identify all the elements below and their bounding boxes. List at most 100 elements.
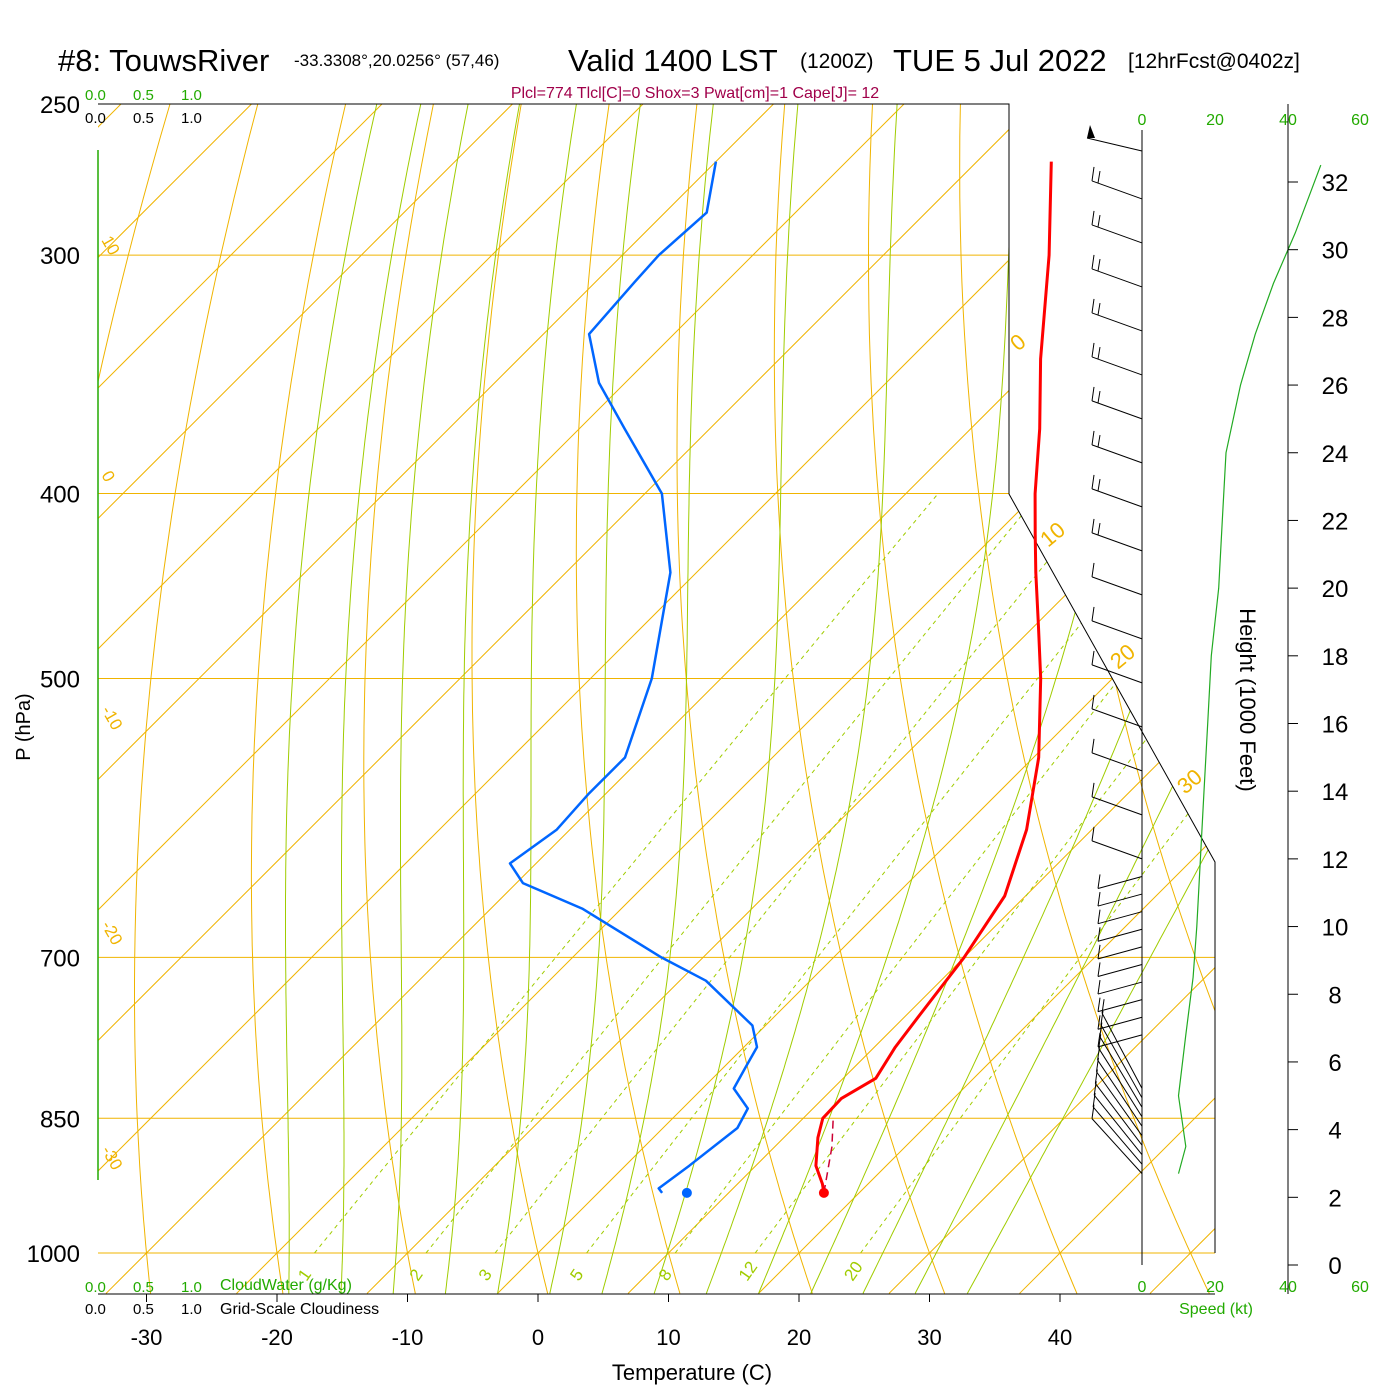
mixing-ratio-label: 3	[475, 1266, 496, 1285]
height-tick-label: 24	[1322, 441, 1349, 468]
dry-adiabat-label: -20	[98, 918, 127, 949]
dry-adiabat	[867, 104, 1078, 1294]
data-layer	[97, 103, 1216, 1295]
height-tick-label: 16	[1322, 712, 1349, 739]
cloud-bottom-black-0: 0.0	[85, 1301, 106, 1318]
wind-speed-bottom-20: 20	[1206, 1279, 1224, 1296]
dry-adiabat	[773, 104, 946, 1294]
height-tick-label: 8	[1328, 982, 1341, 1009]
x-tick-label: -10	[392, 1325, 424, 1350]
mixing-ratio-label: 12	[735, 1258, 761, 1284]
wind-barb	[1091, 518, 1143, 552]
height-tick-label: 28	[1322, 305, 1349, 332]
wind-speed-top-0: 0	[1138, 112, 1147, 129]
wind-barb	[1097, 979, 1143, 995]
forecast-label: [12hrFcst@0402z]	[1128, 50, 1300, 73]
wind-speed-top-60: 60	[1351, 112, 1369, 129]
wind-barb	[1091, 826, 1143, 860]
moist-adiabat	[914, 104, 1215, 1294]
isotherm	[1149, 104, 1215, 1294]
wind-layer	[1086, 125, 1322, 1265]
cloud-top-green-0: 0.0	[85, 87, 106, 104]
dry-adiabat	[134, 104, 268, 1294]
pressure-tick-label: 500	[40, 667, 80, 694]
series-parcel	[823, 1118, 834, 1194]
wind-speed-top-20: 20	[1206, 112, 1224, 129]
height-tick-label: 0	[1328, 1253, 1341, 1280]
isotherm	[98, 104, 417, 1294]
cloud-scale-top: 0.0 0.5 1.0 0.0 0.5 1.0	[85, 87, 202, 127]
dry-adiabat	[1047, 104, 1215, 1294]
pressure-tick-label: 400	[40, 482, 80, 509]
wind-barb	[1091, 430, 1143, 464]
isotherm	[0, 70, 24, 1293]
x-tick-label: 10	[656, 1325, 680, 1350]
dry-adiabat	[471, 104, 549, 1294]
wind-barb	[1091, 210, 1143, 244]
isotherm	[98, 104, 1200, 1294]
cloud-scale-bottom: 0.0 0.5 1.0 CloudWater (g/Kg) 0.0 0.5 1.…	[85, 1277, 379, 1318]
station-coords: -33.3308°,20.0256° (57,46)	[294, 51, 499, 70]
isotherm	[98, 104, 547, 1294]
wind-barb	[1091, 562, 1143, 596]
wind-barb	[1097, 892, 1143, 907]
isotherm	[758, 104, 1215, 1294]
dry-adiabat	[959, 104, 1210, 1294]
plot-frame	[98, 103, 1216, 1253]
moist-adiabat	[285, 104, 386, 1294]
wind-barb	[1097, 927, 1143, 942]
height-tick-label: 32	[1322, 170, 1349, 197]
wind-barb	[1091, 694, 1143, 728]
height-tick-label: 22	[1322, 508, 1349, 535]
y-axis-title: P (hPa)	[13, 693, 35, 760]
moist-adiabat	[810, 104, 1154, 1294]
wind-barb	[1091, 386, 1143, 420]
dry-adiabat	[676, 104, 813, 1294]
isotherm	[236, 104, 1215, 1294]
dry-adiabat	[363, 104, 441, 1294]
moist-adiabat	[340, 104, 429, 1294]
isotherm	[105, 104, 1215, 1294]
isotherm-label: 10	[1035, 517, 1070, 552]
moist-adiabat	[705, 104, 900, 1294]
pressure-tick-label: 700	[40, 945, 80, 972]
wind-barb	[1097, 1032, 1143, 1048]
series-dewpoint	[508, 161, 759, 1194]
mixing-ratio-label: 2	[406, 1266, 427, 1285]
wind-barb	[1086, 137, 1143, 152]
x-tick-label: 0	[532, 1325, 544, 1350]
mixing-ratio-line	[860, 493, 1215, 1254]
height-tick-label: 20	[1322, 576, 1349, 603]
moist-adiabat	[862, 104, 1215, 1294]
surface-dewpoint-point	[681, 1187, 692, 1198]
cloud-bottom-green-1: 0.5	[133, 1279, 154, 1296]
height-tick-label: 14	[1322, 779, 1349, 806]
isotherm	[98, 104, 678, 1294]
isotherm-label: 30	[1172, 764, 1207, 799]
height-tick-label: 6	[1328, 1050, 1341, 1077]
x-tick-label: -20	[261, 1325, 293, 1350]
height-tick-label: 30	[1322, 238, 1349, 265]
isotherm	[98, 104, 1069, 1294]
dry-adiabat	[575, 104, 681, 1294]
wind-barb	[1097, 1015, 1143, 1030]
cloud-top-green-1: 0.5	[133, 87, 154, 104]
mixing-ratio-line	[314, 493, 939, 1254]
mixing-ratio-label: 5	[566, 1266, 587, 1285]
pressure-tick-label: 300	[40, 243, 80, 270]
wind-speed-label: Speed (kt)	[1179, 1301, 1253, 1318]
cloud-bottom-green-2: 1.0	[181, 1279, 202, 1296]
wind-pennant	[1087, 125, 1095, 138]
wind-barb	[1097, 909, 1143, 925]
pressure-tick-label: 250	[40, 92, 80, 119]
cloud-bottom-black-1: 0.5	[133, 1301, 154, 1318]
wind-barb	[1091, 650, 1143, 684]
wind-barb	[1091, 606, 1143, 640]
sounding-params: Plcl=774 Tlcl[C]=0 Shox=3 Pwat[cm]=1 Cap…	[511, 85, 879, 102]
height-tick-label: 10	[1322, 915, 1349, 942]
moist-adiabat	[549, 104, 646, 1294]
moist-adiabat	[758, 104, 1017, 1294]
height-tick-label: 12	[1322, 847, 1349, 874]
cloud-bottom-green-0: 0.0	[85, 1279, 106, 1296]
